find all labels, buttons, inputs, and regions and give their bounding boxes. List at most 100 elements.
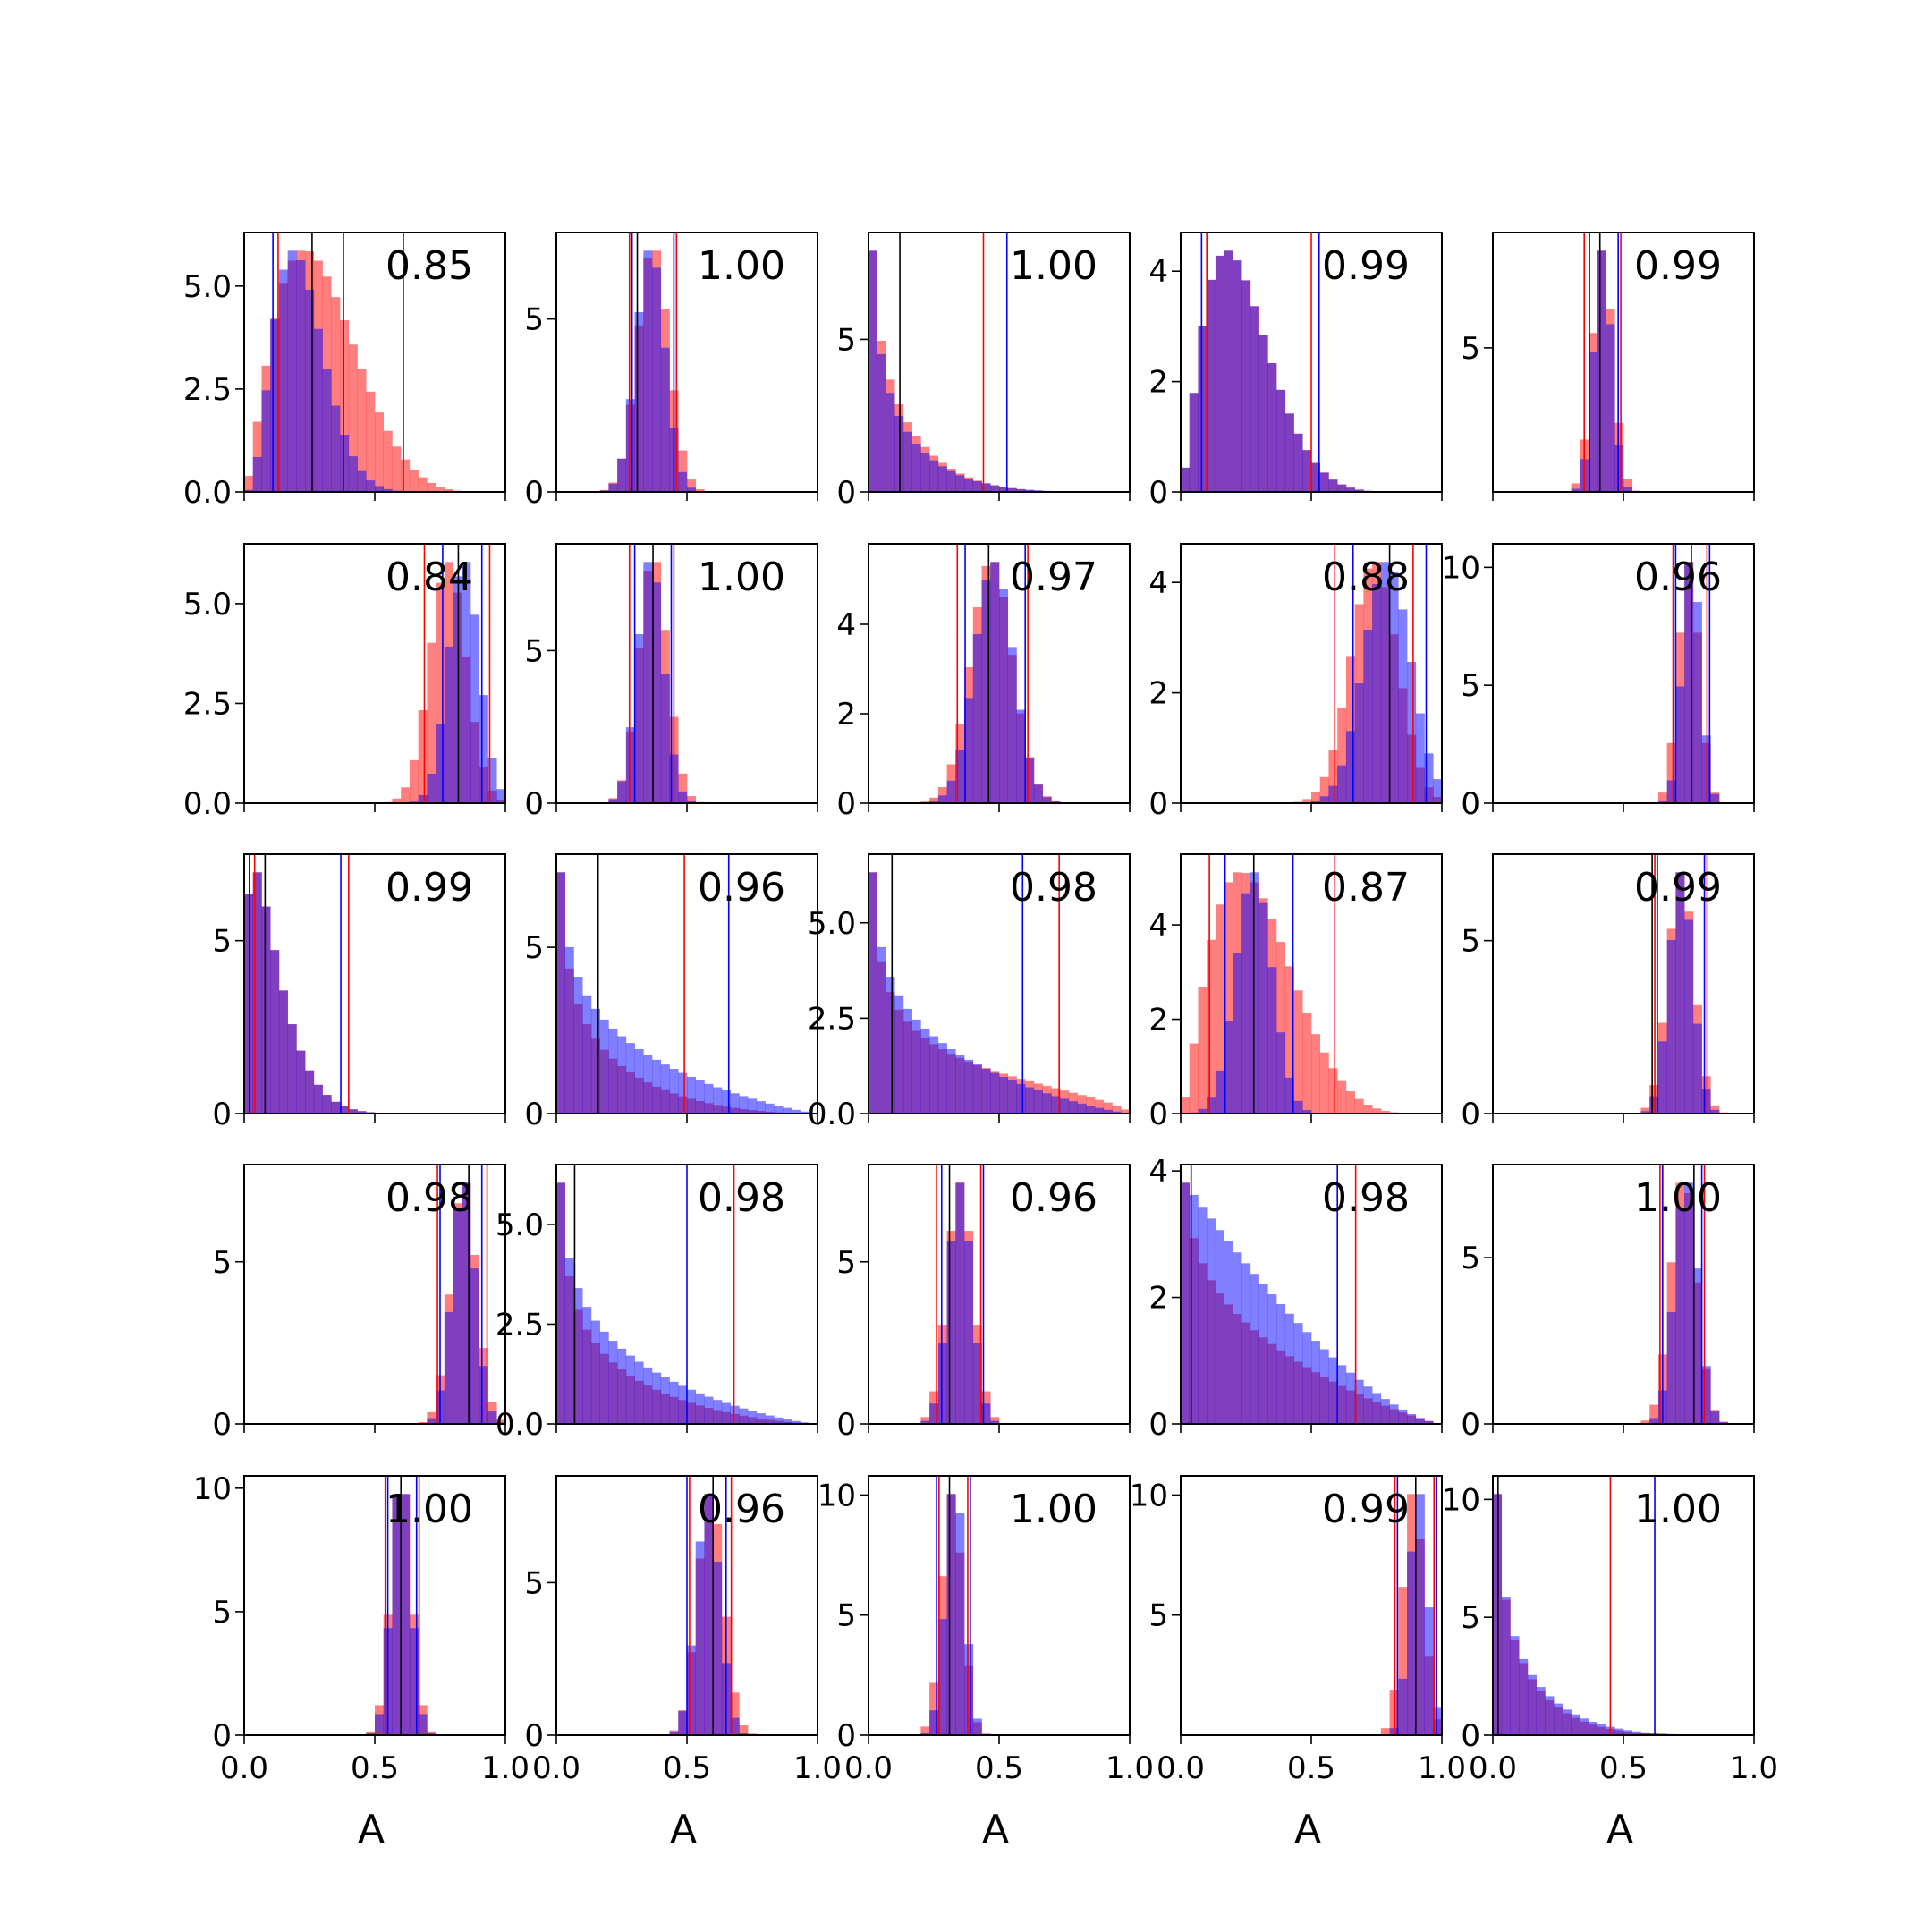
blue-histogram-bar <box>608 799 618 803</box>
x-tick-label: 0.0 <box>1157 1750 1205 1786</box>
blue-histogram-bar <box>1345 731 1355 803</box>
blue-histogram-bar <box>1311 462 1321 492</box>
blue-histogram-bar <box>340 1106 350 1114</box>
blue-histogram-bar <box>1380 562 1390 803</box>
red-histogram-bar <box>1215 904 1224 1114</box>
x-tick-label: 0.5 <box>1287 1750 1335 1786</box>
blue-histogram-bar <box>625 1043 635 1114</box>
panel-2-5: 0 5 10 0.96 <box>1442 543 1755 822</box>
panel-score: 0.88 <box>1322 555 1410 600</box>
blue-histogram-bar <box>972 634 982 803</box>
blue-histogram-bar <box>972 1064 982 1114</box>
red-histogram-bar <box>418 1421 428 1424</box>
y-tick-label: 5 <box>1461 1241 1480 1276</box>
blue-histogram-bar <box>1657 801 1667 803</box>
y-tick-label: 0 <box>836 1718 856 1754</box>
blue-histogram-bar <box>1684 1182 1694 1424</box>
blue-histogram-bar <box>1415 1494 1425 1735</box>
blue-histogram-bar <box>652 1372 662 1424</box>
blue-histogram-bar <box>599 1019 609 1114</box>
blue-histogram-bar <box>990 1072 1000 1114</box>
red-histogram-bar <box>427 642 436 803</box>
panel-2-2: 051.00 <box>524 543 818 822</box>
blue-histogram-bar <box>1684 562 1694 803</box>
blue-histogram-bar <box>1589 1721 1598 1735</box>
red-histogram-bar <box>1666 742 1676 803</box>
blue-histogram-bar <box>1042 797 1052 803</box>
blue-histogram-bar <box>1319 1349 1329 1424</box>
blue-histogram-bar <box>929 801 939 803</box>
blue-histogram-bar <box>427 1733 436 1735</box>
blue-histogram-bar <box>981 1069 991 1114</box>
blue-histogram-bar <box>643 1055 653 1114</box>
blue-histogram-bar <box>955 475 965 492</box>
blue-histogram-bar <box>1433 779 1442 803</box>
blue-histogram-bar <box>1398 1678 1408 1735</box>
panel-1-3: 051.00 <box>836 232 1131 511</box>
blue-histogram-bar <box>669 1069 679 1114</box>
red-histogram-bar <box>418 709 428 803</box>
blue-histogram-bar <box>955 1513 965 1735</box>
blue-histogram-bar <box>462 1182 471 1424</box>
blue-histogram-bar <box>287 1024 297 1114</box>
blue-histogram-bar <box>1267 363 1277 492</box>
blue-histogram-bar <box>1562 1709 1572 1735</box>
blue-histogram-bar <box>756 1413 766 1424</box>
blue-histogram-bar <box>582 1307 592 1424</box>
panel-score: 0.96 <box>1010 1175 1097 1221</box>
blue-histogram-bar <box>261 906 271 1114</box>
blue-histogram-bar <box>946 780 956 803</box>
red-histogram-bar <box>1389 1690 1399 1735</box>
blue-histogram-bar <box>1293 1323 1303 1424</box>
blue-histogram-bar <box>1068 1101 1078 1114</box>
blue-histogram-bar <box>730 1405 740 1424</box>
blue-histogram-bar <box>1666 1311 1676 1424</box>
y-tick-label: 5 <box>212 1245 232 1281</box>
blue-histogram-bar <box>877 353 886 492</box>
x-axis-label: A <box>982 1807 1009 1852</box>
panel-score: 1.00 <box>1634 1175 1722 1221</box>
blue-histogram-bar <box>270 319 280 492</box>
blue-histogram-bar <box>1433 1707 1442 1735</box>
blue-histogram-bar <box>1589 352 1598 492</box>
blue-histogram-bar <box>1025 1087 1035 1114</box>
y-tick-label: 5 <box>524 633 544 669</box>
y-tick-label: 5 <box>1461 924 1480 960</box>
blue-histogram-bar <box>1389 1728 1399 1735</box>
red-histogram-bar <box>1302 1013 1312 1114</box>
blue-histogram-bar <box>1354 489 1364 492</box>
blue-histogram-bar <box>902 431 912 492</box>
red-histogram-bar <box>1380 1728 1390 1735</box>
red-histogram-bar <box>444 489 453 492</box>
red-histogram-bar <box>1380 1111 1390 1114</box>
blue-histogram-bar <box>1363 629 1373 803</box>
blue-histogram-bar <box>1389 572 1399 803</box>
y-tick-label: 0 <box>1148 1407 1168 1443</box>
blue-histogram-bar <box>375 1714 385 1735</box>
blue-histogram-bar <box>1536 1687 1546 1735</box>
red-histogram-bar <box>409 759 419 803</box>
panel-score: 0.99 <box>386 865 473 911</box>
blue-histogram-bar <box>617 1348 627 1424</box>
blue-histogram-bar <box>955 1055 965 1114</box>
blue-histogram-bar <box>929 1036 939 1114</box>
x-axis-label: A <box>1294 1807 1321 1852</box>
x-tick-label: 1.0 <box>1106 1750 1154 1786</box>
blue-histogram-bar <box>902 1008 912 1114</box>
blue-histogram-bar <box>1580 1718 1589 1735</box>
blue-histogram-bar <box>1710 1411 1720 1424</box>
blue-histogram-bar <box>1407 1551 1417 1735</box>
blue-histogram-bar <box>660 1377 670 1424</box>
x-tick-label: 0.5 <box>351 1750 399 1786</box>
y-tick-label: 0 <box>524 1718 544 1754</box>
red-histogram-bar <box>687 479 697 492</box>
y-tick-label: 5 <box>836 1598 856 1634</box>
red-histogram-bar <box>1121 1109 1130 1114</box>
red-histogram-bar <box>695 488 705 492</box>
blue-histogram-bar <box>937 466 947 492</box>
blue-histogram-bar <box>990 562 1000 803</box>
y-tick-label: 5 <box>836 1245 856 1281</box>
y-tick-label: 5 <box>524 1565 544 1601</box>
blue-histogram-bar <box>946 1241 956 1424</box>
